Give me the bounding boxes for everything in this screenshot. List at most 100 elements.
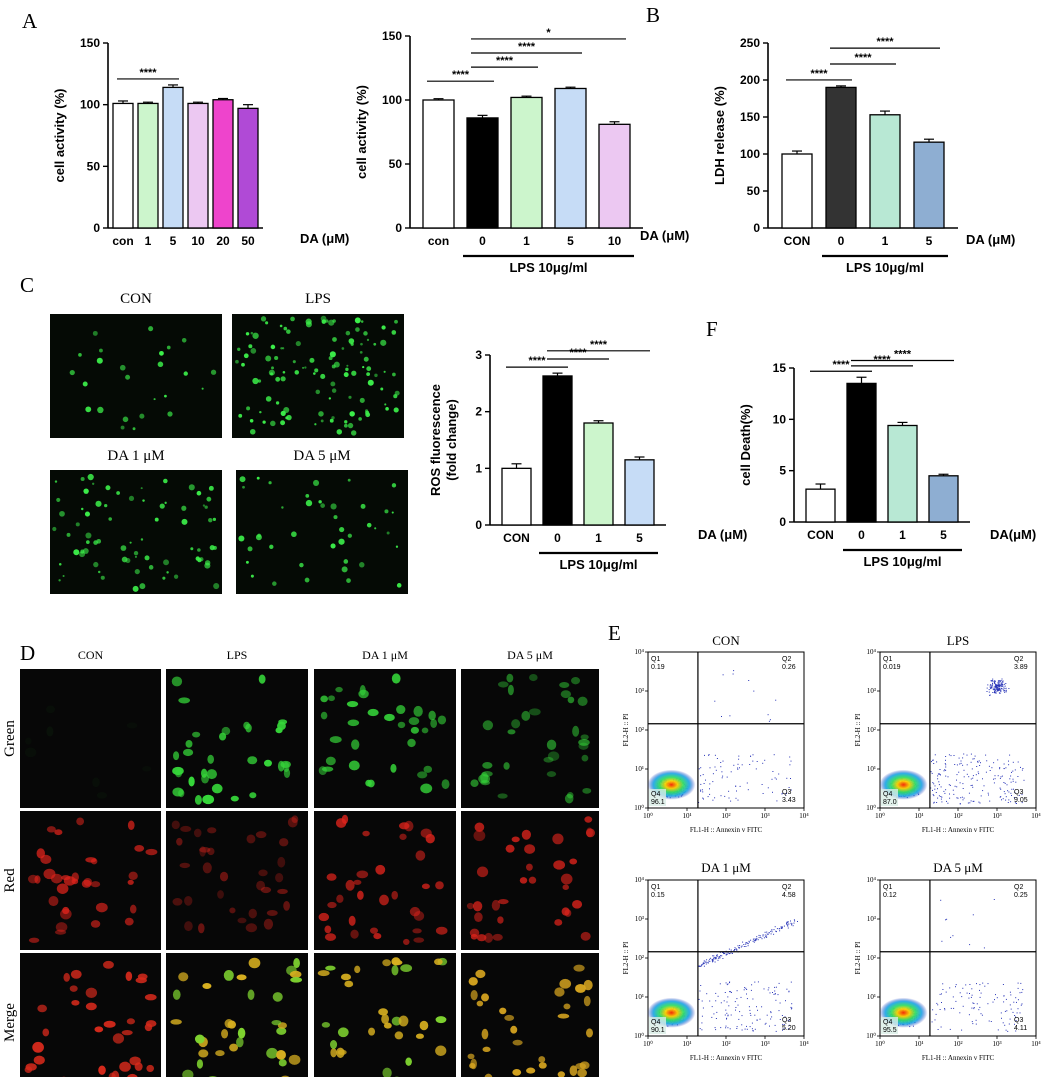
event-dot	[993, 688, 995, 690]
cell-spot	[166, 571, 169, 574]
cell-spot	[282, 347, 285, 350]
event-dot	[698, 802, 700, 803]
event-dot	[956, 764, 958, 766]
cell	[370, 927, 378, 934]
event-dot	[705, 779, 706, 781]
cell	[256, 880, 266, 891]
event-dot	[787, 925, 789, 927]
cell	[557, 1013, 570, 1019]
event-dot	[745, 987, 747, 989]
cell-spot	[154, 517, 159, 522]
event-dot	[732, 673, 734, 675]
event-dot	[735, 797, 737, 799]
cell-spot	[339, 526, 345, 533]
group-label: LPS 10μg/ml	[846, 260, 924, 275]
cell-spot	[85, 532, 92, 539]
event-dot	[766, 935, 768, 937]
event-dot	[779, 1019, 781, 1020]
event-dot	[991, 767, 993, 769]
event-dot	[784, 1016, 786, 1018]
cell	[320, 711, 328, 720]
event-dot	[954, 785, 956, 787]
event-dot	[999, 680, 1000, 682]
jc1-image	[20, 669, 161, 808]
x-axis-title: DA (μM)	[698, 527, 747, 542]
cell	[346, 700, 359, 708]
panel-label-d: D	[20, 641, 35, 665]
cell	[85, 1002, 97, 1011]
cell	[475, 969, 486, 979]
cell	[62, 906, 70, 915]
cell	[335, 818, 347, 828]
cell-spot	[391, 483, 397, 488]
event-dot	[758, 934, 760, 936]
event-dot	[966, 992, 968, 994]
x-tick-label: 10⁴	[1031, 812, 1041, 820]
event-dot	[1023, 779, 1025, 781]
cell-spot	[260, 316, 267, 322]
cell-spot	[134, 555, 137, 558]
event-dot	[955, 986, 956, 988]
event-dot	[934, 1019, 936, 1021]
cell-spot	[320, 315, 327, 322]
event-dot	[949, 987, 951, 989]
event-dot	[930, 771, 932, 773]
event-dot	[963, 769, 965, 771]
significance-label: ****	[590, 339, 608, 351]
cell-spot	[237, 347, 241, 351]
event-dot	[959, 763, 961, 765]
event-dot	[997, 690, 999, 692]
event-dot	[756, 936, 758, 938]
cell	[391, 965, 399, 976]
bar	[137, 102, 159, 229]
event-dot	[999, 680, 1001, 682]
event-dot	[1020, 982, 1022, 984]
cell-spot	[133, 550, 139, 556]
cell-spot	[204, 505, 208, 509]
event-dot	[956, 797, 958, 799]
x-tick-label: 10¹	[682, 1040, 691, 1048]
cell	[512, 1068, 522, 1076]
cell-spot	[243, 353, 249, 359]
cell	[127, 1073, 138, 1077]
event-dot	[745, 946, 747, 947]
cell-spot	[54, 480, 58, 483]
event-dot	[778, 928, 780, 930]
cell	[476, 866, 489, 878]
cell-spot	[92, 330, 98, 336]
bar	[237, 107, 259, 229]
cell	[499, 1007, 507, 1015]
significance-label: ****	[810, 68, 828, 80]
event-dot	[764, 1023, 766, 1025]
event-dot	[777, 994, 779, 996]
event-dot	[700, 965, 702, 967]
cell	[121, 1029, 133, 1036]
event-dot	[1018, 794, 1020, 796]
cell-spot	[302, 366, 305, 369]
cell-spot	[181, 338, 187, 343]
bar	[825, 86, 857, 229]
cell	[573, 964, 585, 972]
event-dot	[722, 952, 724, 953]
event-dot	[714, 766, 716, 768]
event-dot	[1003, 686, 1005, 688]
event-dot	[747, 943, 749, 945]
cell-spot	[338, 538, 345, 545]
cell-spot	[386, 531, 390, 535]
event-dot	[769, 992, 771, 994]
q2-label: Q2	[1014, 884, 1023, 891]
event-dot	[935, 1013, 937, 1015]
cell	[441, 779, 450, 790]
cell	[206, 769, 218, 780]
cell-spot	[283, 326, 288, 331]
event-dot	[713, 955, 715, 957]
cell	[142, 766, 151, 772]
cell	[192, 731, 201, 738]
event-dot	[1012, 761, 1014, 763]
cell-spot	[181, 505, 187, 511]
event-dot	[729, 953, 731, 954]
event-dot	[1002, 680, 1004, 682]
bar	[554, 87, 587, 229]
